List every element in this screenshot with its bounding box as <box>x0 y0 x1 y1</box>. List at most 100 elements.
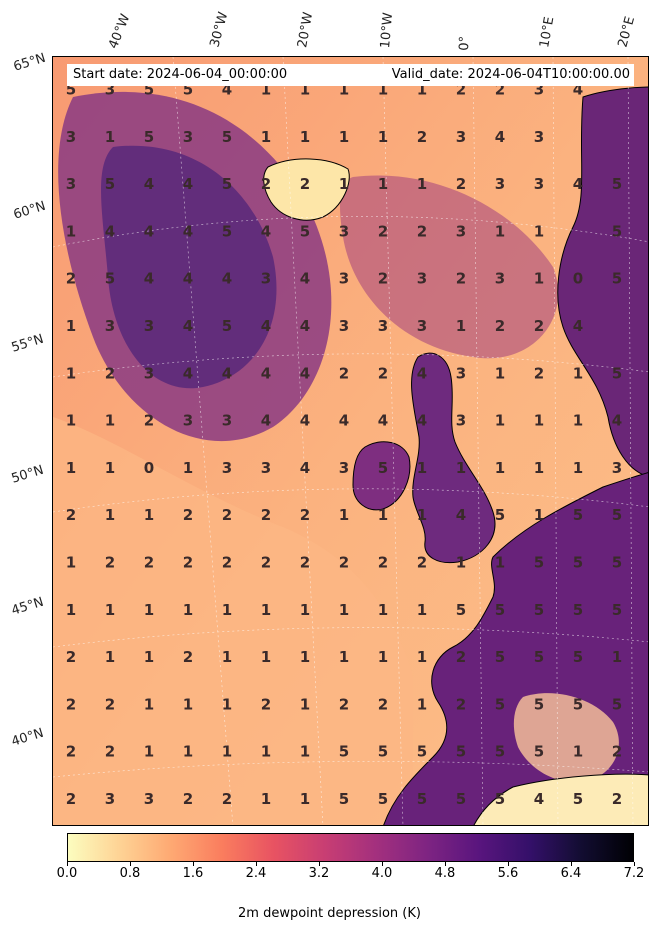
grid-value: 5 <box>573 695 583 713</box>
grid-value: 1 <box>417 81 427 99</box>
grid-value: 1 <box>66 601 76 619</box>
grid-value: 2 <box>261 175 271 193</box>
grid-value: 2 <box>105 554 115 572</box>
grid-value: 3 <box>261 270 271 288</box>
grid-value: 2 <box>456 648 466 666</box>
lon-label: 10°E <box>537 15 558 49</box>
colorbar-tick-label: 7.2 <box>623 866 645 881</box>
grid-value: 1 <box>183 459 193 477</box>
grid-value: 1 <box>534 506 544 524</box>
grid-value: 1 <box>261 128 271 146</box>
grid-value: 4 <box>222 81 232 99</box>
grid-value: 2 <box>183 506 193 524</box>
grid-value: 1 <box>105 128 115 146</box>
grid-value: 2 <box>534 317 544 335</box>
grid-value: 1 <box>456 317 466 335</box>
lon-label: 40°W <box>106 12 134 51</box>
grid-value: 2 <box>144 554 154 572</box>
grid-value: 5 <box>378 743 388 761</box>
grid-value: 1 <box>378 128 388 146</box>
grid-value: 1 <box>105 506 115 524</box>
grid-value: 5 <box>612 554 622 572</box>
grid-value: 1 <box>417 506 427 524</box>
field-region-north-sea <box>340 175 559 359</box>
grid-value: 2 <box>222 506 232 524</box>
grid-value: 5 <box>495 601 505 619</box>
map-canvas: 5 3 5 5 4 1 1 1 1 1 2 2 3 4 3 1 5 3 5 1 1 1 1 2 3 4 3 3 5 4 4 5 2 2 1 1 1 2 3 3… <box>53 57 648 825</box>
grid-value: 5 <box>144 128 154 146</box>
start-date: Start date: 2024-06-04_00:00:00 <box>73 67 288 82</box>
grid-value: 5 <box>222 222 232 240</box>
grid-value: 3 <box>534 128 544 146</box>
grid-value: 2 <box>378 554 388 572</box>
grid-value: 2 <box>456 175 466 193</box>
grid-value: 5 <box>456 790 466 808</box>
grid-value: 3 <box>339 270 349 288</box>
land-great-britain <box>411 352 496 564</box>
grid-value: 1 <box>66 554 76 572</box>
grid-value: 4 <box>456 506 466 524</box>
grid-value: 1 <box>66 222 76 240</box>
colorbar-tick-label: 0.8 <box>119 866 141 881</box>
colorbar-tick-mark <box>319 862 320 866</box>
lat-label: 50°N <box>9 462 46 487</box>
grid-value: 4 <box>144 175 154 193</box>
grid-value: 4 <box>378 412 388 430</box>
grid-value: 5 <box>612 506 622 524</box>
grid-value: 5 <box>339 790 349 808</box>
grid-value: 2 <box>339 554 349 572</box>
grid-value: 5 <box>378 459 388 477</box>
grid-value: 5 <box>612 364 622 382</box>
grid-value: 5 <box>573 601 583 619</box>
grid-value: 4 <box>417 412 427 430</box>
grid-value: 1 <box>261 81 271 99</box>
grid-value: 2 <box>300 175 310 193</box>
colorbar-tick-mark <box>67 862 68 866</box>
grid-value: 3 <box>417 270 427 288</box>
grid-value: 1 <box>222 601 232 619</box>
grid-value: 5 <box>300 222 310 240</box>
colorbar-tick-label: 4.8 <box>434 866 456 881</box>
grid-value: 5 <box>417 743 427 761</box>
grid-value: 3 <box>534 81 544 99</box>
graticule <box>53 57 648 825</box>
grid-value: 3 <box>183 128 193 146</box>
lon-label: 20°E <box>615 14 639 50</box>
grid-value: 3 <box>105 790 115 808</box>
grid-value: 1 <box>105 648 115 666</box>
grid-value: 5 <box>222 175 232 193</box>
lat-label: 45°N <box>9 594 46 619</box>
grid-value: 2 <box>261 554 271 572</box>
grid-value: 4 <box>300 412 310 430</box>
colorbar-tick-mark <box>130 862 131 866</box>
grid-value: 2 <box>339 364 349 382</box>
grid-value: 1 <box>144 743 154 761</box>
grid-value: 3 <box>66 128 76 146</box>
grid-value: 1 <box>66 317 76 335</box>
grid-value: 2 <box>612 743 622 761</box>
grid-value: 3 <box>222 459 232 477</box>
grid-value: 5 <box>339 743 349 761</box>
grid-value: 3 <box>66 175 76 193</box>
grid-value: 3 <box>456 222 466 240</box>
grid-value: 5 <box>573 790 583 808</box>
grid-value: 4 <box>183 175 193 193</box>
lat-label: 60°N <box>11 198 48 223</box>
colorbar-tick-mark <box>571 862 572 866</box>
grid-value: 4 <box>183 364 193 382</box>
valid-date: Valid_date: 2024-06-04T10:00:00.00 <box>391 67 630 82</box>
grid-value: 3 <box>144 790 154 808</box>
grid-value: 4 <box>612 412 622 430</box>
grid-value: 4 <box>339 412 349 430</box>
grid-value: 2 <box>105 743 115 761</box>
grid-value: 1 <box>378 81 388 99</box>
map-panel: 5 3 5 5 4 1 1 1 1 1 2 2 3 4 3 1 5 3 5 1 1 1 1 2 3 4 3 3 5 4 4 5 2 2 1 1 1 2 3 3… <box>52 56 649 826</box>
grid-value: 5 <box>495 790 505 808</box>
grid-value: 1 <box>456 554 466 572</box>
grid-value: 4 <box>144 222 154 240</box>
grid-value: 3 <box>339 317 349 335</box>
grid-value: 5 <box>534 695 544 713</box>
field-region-swirl-core <box>101 145 277 389</box>
lat-label: 55°N <box>9 331 46 356</box>
colorbar-tick-mark <box>256 862 257 866</box>
